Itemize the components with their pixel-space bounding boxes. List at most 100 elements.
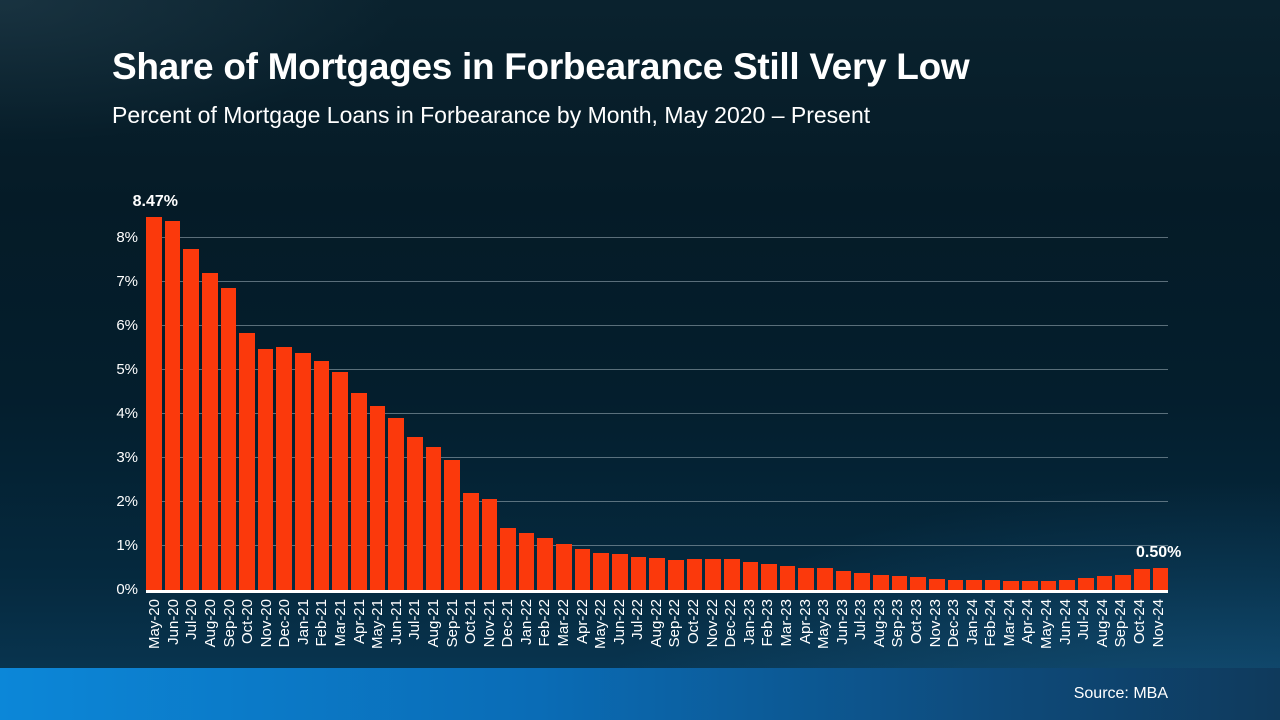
bar-Mar-22 — [556, 543, 572, 590]
bar-Aug-24 — [1096, 576, 1113, 590]
x-tick-label: Oct-21 — [462, 599, 480, 645]
x-tick-label: Dec-20 — [276, 599, 294, 648]
page-subtitle: Percent of Mortgage Loans in Forbearance… — [112, 102, 871, 128]
x-tick-Jul-24: Jul-24 — [1075, 599, 1094, 663]
x-tick-label: May-20 — [146, 599, 164, 650]
x-axis-labels: May-20 Jun-20 Jul-20 Aug-20 Sep-20 Oct-20 Nov-… — [146, 599, 1168, 663]
x-tick-Dec-22: Dec-22 — [722, 599, 741, 663]
x-tick-Jun-22: Jun-22 — [610, 599, 629, 663]
x-tick-label: Apr-23 — [796, 599, 814, 645]
x-tick-Feb-22: Feb-22 — [536, 599, 555, 663]
bar-Sep-22 — [667, 559, 684, 590]
x-tick-Jan-21: Jan-21 — [295, 599, 314, 663]
x-tick-label: Oct-22 — [685, 599, 703, 645]
bar-Oct-20 — [239, 333, 255, 590]
gridline-1pct — [146, 545, 1168, 546]
x-axis-baseline — [146, 590, 1168, 593]
plot-area: 8.47% 0.50% — [133, 170, 1181, 590]
source-credit: Source: MBA — [1073, 685, 1168, 702]
x-tick-label: May-24 — [1038, 599, 1056, 650]
bar-Nov-23 — [928, 578, 945, 590]
x-tick-Jun-20: Jun-20 — [165, 599, 184, 663]
bar-Apr-22 — [574, 548, 591, 590]
bar-Jul-22 — [630, 557, 647, 590]
x-tick-Apr-22: Apr-22 — [573, 599, 592, 663]
bar-Nov-21 — [481, 499, 498, 590]
bar-May-21 — [369, 406, 386, 590]
x-tick-label: Nov-22 — [703, 599, 721, 648]
x-tick-label: Mar-23 — [777, 599, 795, 647]
x-tick-Mar-24: Mar-24 — [1001, 599, 1020, 663]
x-tick-label: Jan-23 — [740, 599, 758, 645]
bars-container — [146, 170, 1169, 590]
x-tick-label: Apr-24 — [1019, 599, 1037, 645]
y-tick-label-8pct: 8% — [116, 229, 138, 246]
x-tick-Jan-24: Jan-24 — [963, 599, 982, 663]
x-tick-label: Oct-20 — [239, 599, 257, 645]
bar-Oct-23 — [910, 577, 926, 590]
x-tick-label: Aug-23 — [870, 599, 888, 648]
x-tick-Nov-24: Nov-24 — [1149, 599, 1168, 663]
bar-May-24 — [1040, 580, 1057, 590]
x-tick-label: Sep-24 — [1112, 599, 1130, 648]
x-tick-Nov-23: Nov-23 — [926, 599, 945, 663]
x-tick-label: Feb-22 — [536, 599, 554, 647]
x-tick-Apr-21: Apr-21 — [350, 599, 369, 663]
bar-Feb-21 — [313, 361, 330, 590]
x-tick-Mar-21: Mar-21 — [332, 599, 351, 663]
x-tick-label: Jun-23 — [833, 599, 851, 645]
x-tick-label: Apr-21 — [350, 599, 368, 645]
x-tick-label: Mar-21 — [332, 599, 350, 647]
bar-Jul-20 — [183, 249, 199, 590]
bar-Mar-23 — [779, 565, 796, 590]
x-tick-label: Nov-21 — [480, 599, 498, 648]
x-tick-May-20: May-20 — [146, 599, 165, 663]
bar-Aug-22 — [649, 558, 665, 590]
bar-Dec-22 — [723, 559, 740, 590]
x-tick-label: Jul-22 — [629, 599, 647, 640]
footer-bar: Source: MBA — [0, 668, 1280, 720]
x-tick-label: Jun-21 — [387, 599, 405, 645]
gridline-6pct — [146, 325, 1168, 326]
x-tick-Dec-20: Dec-20 — [276, 599, 295, 663]
x-tick-Oct-24: Oct-24 — [1131, 599, 1150, 663]
y-tick-label-7pct: 7% — [116, 273, 138, 290]
x-tick-label: Nov-24 — [1149, 599, 1167, 648]
bar-Jul-23 — [854, 572, 870, 590]
x-tick-Nov-20: Nov-20 — [257, 599, 276, 663]
x-tick-label: Feb-24 — [982, 599, 1000, 647]
x-tick-label: Dec-22 — [722, 599, 740, 648]
bar-Aug-23 — [872, 575, 889, 590]
x-tick-Apr-24: Apr-24 — [1019, 599, 1038, 663]
x-tick-label: Jun-22 — [610, 599, 628, 645]
x-tick-Jun-21: Jun-21 — [388, 599, 407, 663]
x-tick-label: Mar-22 — [555, 599, 572, 647]
x-tick-Jun-23: Jun-23 — [833, 599, 852, 663]
bar-Oct-24 — [1133, 569, 1150, 590]
x-tick-Oct-20: Oct-20 — [239, 599, 258, 663]
x-tick-label: May-22 — [592, 599, 610, 650]
bar-Jun-21 — [388, 417, 404, 590]
x-tick-Aug-23: Aug-23 — [871, 599, 890, 663]
bar-Aug-20 — [201, 273, 218, 590]
bar-Dec-20 — [276, 346, 293, 590]
bar-Jan-21 — [295, 353, 311, 590]
x-tick-label: Feb-21 — [313, 599, 331, 647]
x-tick-label: Aug-22 — [647, 599, 665, 648]
x-tick-Aug-20: Aug-20 — [202, 599, 221, 663]
x-tick-Oct-21: Oct-21 — [462, 599, 481, 663]
x-tick-Jul-22: Jul-22 — [629, 599, 648, 663]
bar-Nov-24 — [1152, 568, 1169, 590]
bar-Oct-21 — [462, 492, 479, 590]
x-tick-Jan-23: Jan-23 — [741, 599, 760, 663]
x-tick-Jul-23: Jul-23 — [852, 599, 871, 663]
x-tick-Sep-23: Sep-23 — [889, 599, 908, 663]
x-tick-Aug-21: Aug-21 — [425, 599, 444, 663]
bar-Feb-22 — [537, 538, 554, 590]
gridline-4pct — [146, 413, 1168, 414]
x-tick-label: Nov-23 — [926, 599, 944, 648]
bar-Apr-21 — [351, 393, 367, 590]
x-tick-label: Dec-21 — [499, 599, 517, 648]
